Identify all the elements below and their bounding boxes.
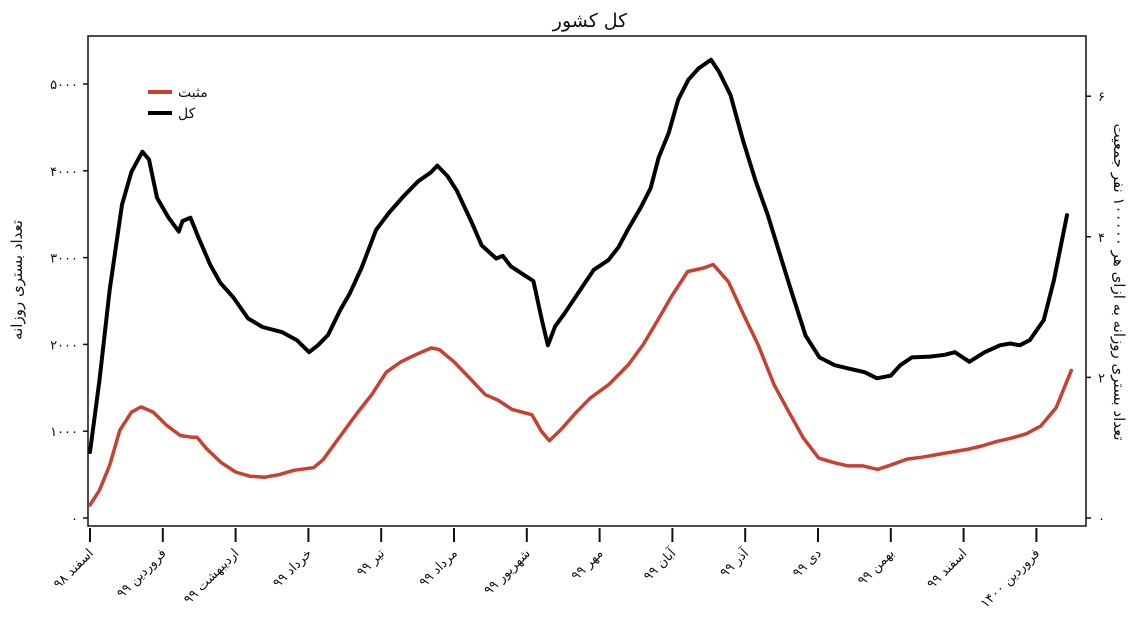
series-line-total — [88, 57, 1069, 454]
left-y-tick-label: ۴۰۰۰ — [50, 165, 78, 180]
x-tick-label: اسفند ۹۸ — [51, 546, 97, 592]
x-tick-label: اردیبهشت ۹۹ — [181, 546, 242, 607]
right-y-tick-label: ۴ — [1098, 231, 1105, 246]
x-tick-label: آبان ۹۹ — [640, 544, 680, 584]
right-y-tick-label: ۲ — [1098, 371, 1105, 386]
x-tick-label: آذر ۹۹ — [716, 544, 753, 581]
legend-label-positive: مثبت — [178, 85, 208, 101]
series-line-positive — [88, 262, 1074, 507]
plot-frame — [87, 35, 1087, 527]
legend-label-total: کل — [178, 106, 196, 122]
left-y-tick-label: ۵۰۰۰ — [50, 78, 78, 93]
right-y-axis: ۰ ۲ ۴ ۶ — [1086, 90, 1105, 527]
left-y-tick-label: ۱۰۰۰ — [50, 425, 78, 440]
x-tick-label: مرداد ۹۹ — [417, 546, 461, 590]
x-tick-label: فروردین ۹۹ — [114, 546, 169, 601]
left-y-tick-label: ۰ — [71, 512, 78, 527]
right-y-tick-label: ۶ — [1098, 90, 1105, 105]
right-y-tick-label: ۰ — [1098, 512, 1105, 527]
x-tick-label: تیر ۹۹ — [354, 546, 388, 580]
x-tick-label: اسفند ۹۹ — [925, 546, 971, 592]
series-layer — [88, 57, 1074, 507]
x-tick-label: شهریور ۹۹ — [481, 546, 533, 598]
left-y-tick-label: ۳۰۰۰ — [50, 252, 78, 267]
left-y-axis: ۰ ۱۰۰۰ ۲۰۰۰ ۳۰۰۰ ۴۰۰۰ ۵۰۰۰ — [50, 78, 88, 527]
right-y-axis-label: تعداد بستری روزانه به ازای هر ۱۰۰۰۰۰ نفر… — [1110, 123, 1128, 440]
x-tick-label: مهر ۹۹ — [569, 546, 607, 584]
legend: مثبت کل — [148, 85, 208, 122]
x-tick-label: فروردین ۱۴۰۰ — [978, 546, 1043, 611]
x-tick-label: بهمن ۹۹ — [855, 546, 898, 589]
left-y-tick-label: ۲۰۰۰ — [50, 338, 78, 353]
left-y-axis-label: تعداد بستری روزانه — [8, 220, 26, 340]
chart-title: کل کشور — [552, 10, 628, 32]
x-tick-label: خرداد ۹۹ — [270, 546, 315, 591]
x-tick-label: دی ۹۹ — [790, 546, 825, 581]
